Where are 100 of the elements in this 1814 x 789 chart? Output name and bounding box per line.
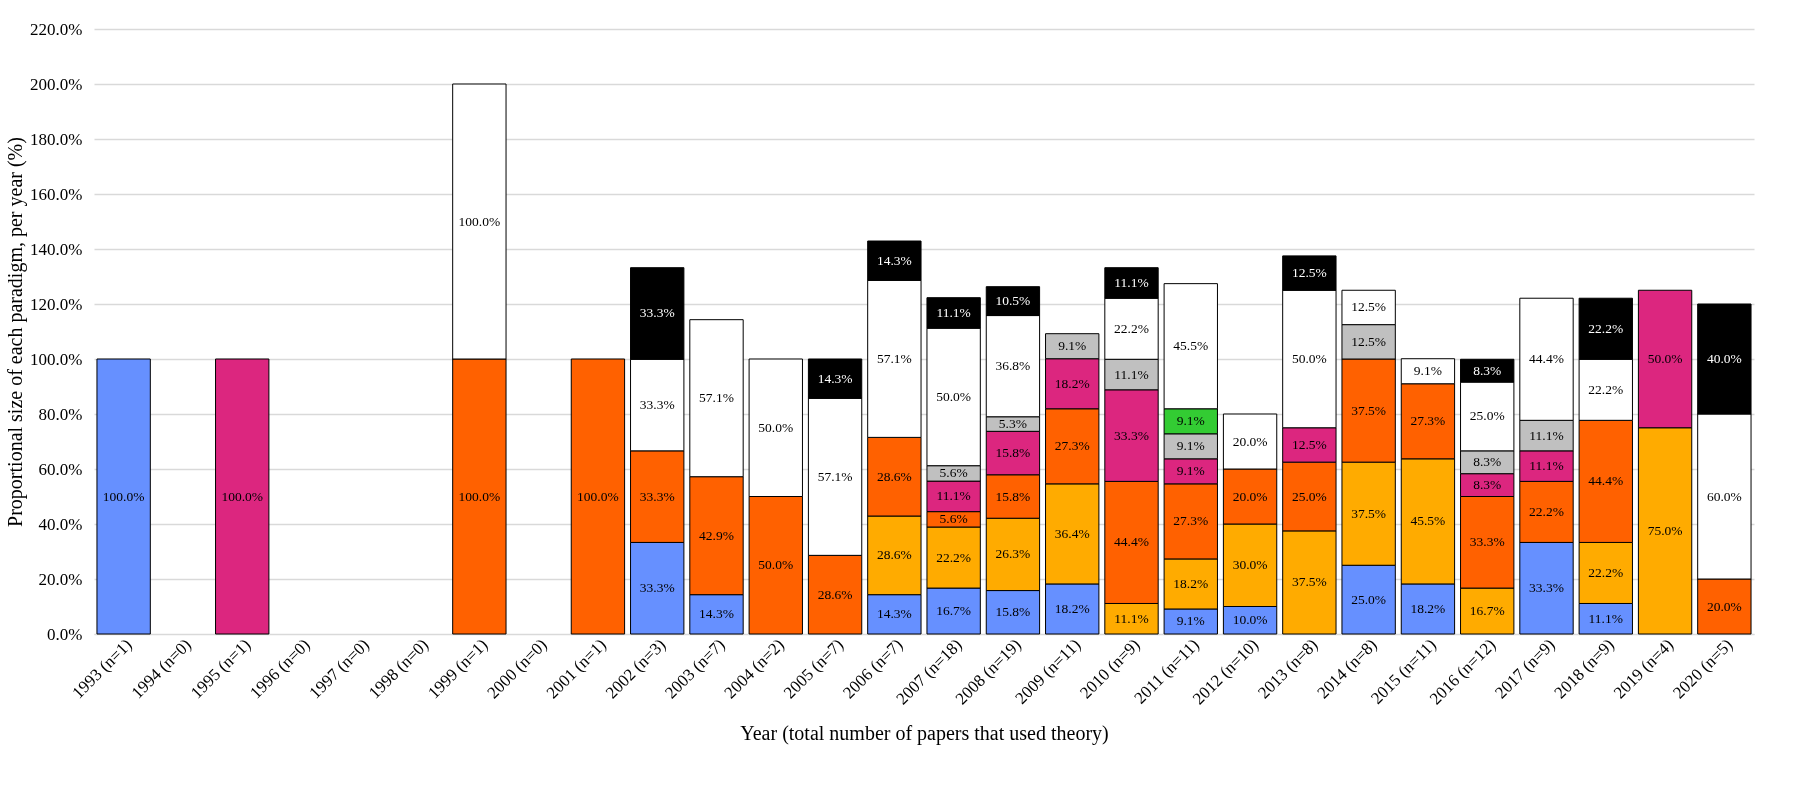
data-label: 18.2% — [1173, 575, 1209, 591]
data-label: 33.3% — [1114, 427, 1149, 443]
data-label: 18.2% — [1410, 600, 1446, 616]
data-label: 37.5% — [1291, 574, 1327, 590]
data-label: 14.3% — [699, 606, 734, 622]
data-label: 42.9% — [699, 527, 734, 543]
data-label: 57.1% — [817, 468, 853, 484]
data-label: 36.4% — [1054, 525, 1090, 541]
data-label: 20.0% — [1232, 488, 1268, 504]
data-label: 11.1% — [936, 304, 971, 320]
data-label: 12.5% — [1291, 436, 1327, 452]
data-label: 30.0% — [1232, 557, 1268, 573]
data-label: 50.0% — [758, 557, 794, 573]
data-label: 9.1% — [1413, 363, 1442, 379]
bar — [96, 358, 151, 635]
data-label: 25.0% — [1469, 408, 1505, 424]
data-label: 22.2% — [1588, 564, 1624, 580]
data-label: 8.3% — [1473, 362, 1502, 378]
data-label: 100.0% — [458, 488, 501, 504]
data-label: 5.3% — [998, 416, 1027, 432]
y-tick-label: 160.0% — [30, 184, 83, 204]
data-label: 27.3% — [1054, 438, 1090, 454]
y-tick-label: 80.0% — [38, 404, 83, 424]
data-label: 5.6% — [939, 465, 968, 481]
data-label: 22.2% — [936, 549, 972, 565]
data-label: 15.8% — [995, 604, 1031, 620]
data-label: 26.3% — [995, 546, 1031, 562]
data-label: 27.3% — [1410, 413, 1446, 429]
data-label: 50.0% — [1291, 351, 1327, 366]
data-label: 20.0% — [1232, 433, 1268, 449]
data-label: 16.7% — [936, 603, 972, 619]
y-tick-label: 60.0% — [38, 459, 83, 479]
data-label: 44.4% — [1114, 534, 1149, 550]
data-label: 12.5% — [1291, 265, 1327, 281]
data-label: 33.3% — [1529, 580, 1564, 596]
data-label: 44.4% — [1529, 351, 1564, 367]
data-label: 18.2% — [1054, 600, 1090, 616]
data-label: 28.6% — [876, 468, 912, 484]
y-tick-label: 200.0% — [30, 74, 83, 94]
data-label: 50.0% — [936, 388, 972, 404]
data-label: 14.3% — [817, 370, 853, 386]
data-label: 33.3% — [639, 580, 675, 596]
data-label: 22.2% — [1529, 503, 1564, 519]
data-label: 11.1% — [936, 488, 971, 504]
data-label: 16.7% — [1469, 603, 1505, 619]
data-label: 45.5% — [1173, 338, 1209, 354]
y-tick-label: 120.0% — [30, 294, 83, 314]
data-label: 11.1% — [1588, 610, 1623, 626]
data-label: 37.5% — [1351, 505, 1387, 521]
data-label: 14.3% — [876, 606, 912, 622]
data-label: 75.0% — [1647, 522, 1683, 538]
data-label: 22.2% — [1588, 381, 1624, 397]
data-label: 50.0% — [758, 419, 794, 435]
data-label: 11.1% — [1114, 274, 1149, 290]
data-label: 100.0% — [577, 488, 619, 504]
y-tick-label: 220.0% — [30, 19, 83, 39]
data-label: 27.3% — [1173, 513, 1209, 529]
data-label: 28.6% — [876, 547, 912, 563]
data-label: 22.2% — [1114, 320, 1149, 336]
x-axis-title: Year (total number of papers that used theory) — [740, 721, 1109, 745]
data-label: 10.5% — [995, 293, 1031, 309]
data-label: 11.1% — [1114, 366, 1149, 382]
data-label: 8.3% — [1473, 477, 1502, 493]
data-label: 12.5% — [1351, 299, 1387, 315]
data-label: 12.5% — [1351, 333, 1387, 349]
y-tick-label: 20.0% — [38, 569, 83, 589]
y-tick-label: 100.0% — [30, 349, 83, 369]
data-label: 25.0% — [1351, 591, 1387, 607]
data-label: 37.5% — [1351, 402, 1387, 418]
data-label: 25.0% — [1291, 488, 1327, 504]
data-label: 11.1% — [1529, 427, 1564, 443]
data-label: 100.0% — [458, 213, 501, 229]
data-label: 33.3% — [639, 397, 675, 413]
data-label: 9.1% — [1176, 613, 1205, 629]
data-label: 9.1% — [1058, 338, 1087, 354]
data-label: 20.0% — [1706, 598, 1742, 614]
bar — [215, 358, 270, 635]
data-label: 57.1% — [876, 350, 912, 366]
data-label: 11.1% — [1529, 458, 1564, 474]
data-label: 8.3% — [1473, 454, 1502, 470]
bar — [570, 358, 626, 635]
y-axis-title: Proportional size of each paradigm, per year (%) — [4, 137, 28, 527]
data-label: 45.5% — [1410, 513, 1446, 529]
data-label: 44.4% — [1588, 473, 1624, 489]
data-label: 100.0% — [102, 488, 145, 504]
data-label: 11.1% — [1114, 610, 1149, 626]
data-label: 9.1% — [1176, 463, 1205, 479]
data-label: 33.3% — [1469, 534, 1505, 550]
data-label: 18.2% — [1054, 375, 1090, 391]
data-label: 5.6% — [939, 511, 968, 527]
data-label: 28.6% — [817, 586, 853, 602]
data-label: 33.3% — [639, 488, 675, 504]
data-label: 22.2% — [1588, 320, 1624, 336]
y-tick-label: 140.0% — [30, 239, 83, 259]
data-label: 14.3% — [876, 252, 912, 268]
data-label: 9.1% — [1176, 438, 1205, 454]
data-label: 33.3% — [639, 305, 675, 321]
data-label: 100.0% — [221, 488, 264, 504]
data-label: 40.0% — [1706, 351, 1742, 366]
data-label: 50.0% — [1647, 351, 1683, 366]
